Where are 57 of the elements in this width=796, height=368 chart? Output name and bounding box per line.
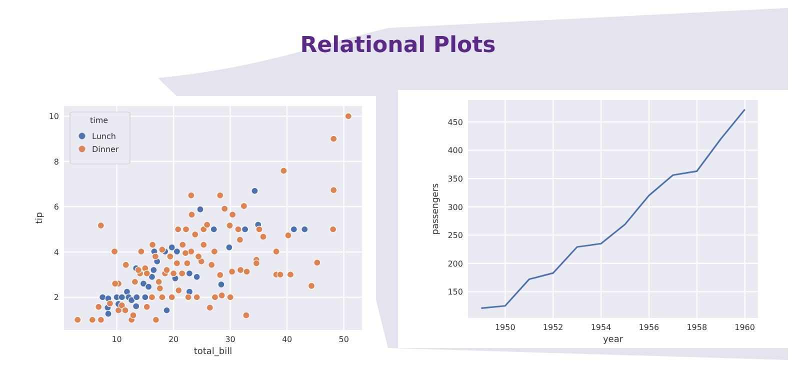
point (193, 273, 200, 280)
point (118, 294, 126, 301)
x-tick-label: 1950 (494, 323, 516, 332)
y-tick-label: 250 (448, 231, 463, 240)
x-tick-label: 30 (225, 335, 236, 344)
point (128, 296, 136, 304)
x-tick-label: 1956 (638, 323, 660, 332)
y-tick-label: 300 (448, 202, 463, 212)
y-tick-label: 4 (54, 248, 59, 257)
point (163, 306, 170, 314)
x-tick-label: 20 (168, 335, 179, 344)
x-tick-label: 1954 (590, 323, 612, 332)
legend-label: Lunch (92, 132, 116, 141)
x-tick-label: 40 (282, 335, 292, 344)
y-axis-title: passengers (431, 182, 441, 235)
y-tick-label: 6 (54, 202, 59, 212)
point (186, 270, 194, 278)
point (251, 187, 258, 194)
point (168, 244, 176, 251)
point (290, 226, 298, 233)
line-series (480, 108, 746, 309)
point (218, 280, 225, 288)
point (133, 294, 140, 301)
point (301, 226, 308, 233)
x-tick-label: 1952 (542, 323, 564, 332)
point (148, 273, 156, 280)
x-tick-label: 50 (338, 335, 349, 344)
point (142, 294, 149, 301)
y-tick-label: 150 (448, 288, 463, 297)
point (144, 283, 152, 290)
y-tick-label: 8 (54, 157, 59, 166)
x-tick-label: 1958 (686, 323, 708, 332)
x-tick-label: 1960 (734, 323, 755, 332)
legend-title: time (90, 116, 108, 125)
point (150, 266, 158, 274)
y-tick-label: 400 (448, 146, 463, 156)
x-tick-label: 10 (112, 335, 122, 344)
point (99, 294, 106, 301)
x-axis-title: year (602, 335, 624, 345)
chart-title: Relational Plots (300, 33, 496, 58)
point (173, 248, 181, 256)
point (123, 288, 131, 296)
y-tick-label: 450 (448, 118, 463, 127)
point (210, 226, 218, 233)
y-tick-label: 200 (448, 259, 463, 268)
point (104, 310, 112, 318)
y-tick-label: 350 (448, 174, 463, 184)
point (226, 244, 233, 251)
y-tick-label: 10 (48, 112, 59, 122)
y-axis-title: tip (35, 212, 45, 224)
legend-label: Dinner (92, 145, 120, 154)
point (196, 206, 204, 213)
point (140, 280, 148, 288)
point (241, 226, 249, 233)
point (132, 302, 140, 310)
x-axis-title: total_bill (194, 347, 232, 357)
y-tick-label: 2 (54, 293, 59, 302)
